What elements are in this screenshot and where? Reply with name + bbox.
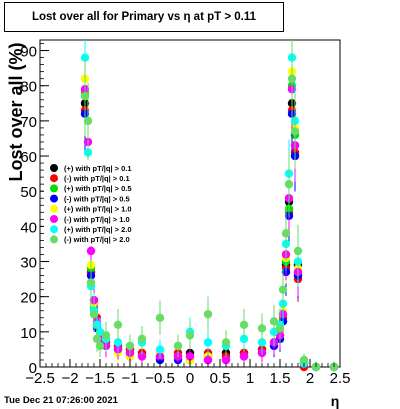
data-point <box>299 355 309 365</box>
data-point <box>221 338 231 347</box>
y-tick-label: 90 <box>20 44 37 61</box>
y-tick-label: 20 <box>20 290 37 307</box>
y-tick-label: 80 <box>20 79 37 96</box>
chart-title: Lost over all for Primary vs η at pT > 0… <box>4 2 284 32</box>
x-tick-label: 2 <box>306 370 314 387</box>
data-point <box>257 324 267 333</box>
legend-marker <box>50 204 58 213</box>
data-point <box>83 116 93 126</box>
y-tick-label: 0 <box>29 360 37 377</box>
legend-entry: (+) with pT/|q| > 2.0 <box>64 225 132 234</box>
data-point <box>113 320 123 330</box>
legend-marker <box>50 215 58 223</box>
x-tick-label: −1 <box>121 370 138 387</box>
data-point <box>239 352 249 361</box>
data-point <box>293 246 303 256</box>
y-tick-label: 50 <box>20 184 37 201</box>
series-8 <box>80 40 339 372</box>
data-point <box>185 331 195 340</box>
y-tick-label: 70 <box>20 114 37 131</box>
data-point <box>173 341 183 351</box>
x-tick-label: −2 <box>61 370 78 387</box>
x-tick-label: 1.5 <box>270 370 291 387</box>
legend-entry: (+) with pT/|q| > 1.0 <box>64 205 132 214</box>
x-tick-label: −2.5 <box>25 370 55 387</box>
x-axis-title: η <box>331 393 340 409</box>
legend-marker <box>50 235 58 244</box>
data-point <box>185 352 195 361</box>
legend-entry: (+) with pT/|q| > 0.5 <box>64 184 132 193</box>
y-tick-label: 60 <box>20 149 37 166</box>
axes-group: −2.5 −2 −1.5 −1 −0.5 0 0.5 1 1.5 2 2.5 0 10 20 30 40 50 6… <box>6 42 350 409</box>
data-point <box>203 338 213 347</box>
data-point <box>92 320 102 330</box>
data-point <box>203 355 213 365</box>
data-point <box>203 310 213 319</box>
y-axis-title: Lost over all (%) <box>6 42 26 181</box>
series-group <box>80 40 339 372</box>
legend-box <box>44 160 162 246</box>
data-point <box>80 92 90 101</box>
data-point <box>86 278 96 287</box>
data-point <box>89 310 99 319</box>
legend-entry: (-) with pT/|q| > 0.1 <box>64 174 130 183</box>
y-tick-label: 10 <box>20 325 37 342</box>
data-point <box>221 355 231 365</box>
legend: (+) with pT/|q| > 0.1(-) with pT/|q| > 0… <box>44 160 162 246</box>
legend-entry: (-) with pT/|q| > 0.5 <box>64 194 130 203</box>
legend-marker <box>50 194 58 203</box>
data-point <box>155 313 165 322</box>
x-tick-label: 1 <box>246 370 254 387</box>
data-point <box>275 324 285 333</box>
data-point <box>155 345 165 354</box>
timestamp: Tue Dec 21 07:26:00 2021 <box>4 395 118 406</box>
x-tick-label: −0.5 <box>145 370 175 387</box>
x-tick-label: −1.5 <box>85 370 115 387</box>
legend-entry: (-) with pT/|q| > 1.0 <box>64 215 130 224</box>
data-point <box>92 334 102 344</box>
x-tick-label: 0 <box>186 370 194 387</box>
legend-marker <box>50 184 58 193</box>
x-tick-label: 0.5 <box>210 370 231 387</box>
data-point <box>125 341 135 351</box>
legend-entry: (-) with pT/|q| > 2.0 <box>64 235 130 244</box>
data-point <box>86 246 96 256</box>
legend-marker <box>50 225 58 234</box>
legend-marker <box>50 164 58 172</box>
x-tick-label: 2.5 <box>330 370 351 387</box>
data-point <box>137 334 147 344</box>
data-point <box>113 338 123 347</box>
data-point <box>278 285 288 294</box>
legend-entry: (+) with pT/|q| > 0.1 <box>64 164 132 173</box>
data-point <box>284 179 294 189</box>
data-point <box>290 127 300 136</box>
data-point <box>239 320 249 330</box>
y-tick-label: 30 <box>20 255 37 272</box>
data-point <box>287 74 297 83</box>
data-point <box>95 341 105 351</box>
data-point <box>269 317 279 326</box>
data-point <box>137 352 147 361</box>
data-point <box>281 229 291 238</box>
legend-marker <box>50 174 58 183</box>
y-tick-label: 40 <box>20 219 37 236</box>
data-point <box>101 331 111 340</box>
